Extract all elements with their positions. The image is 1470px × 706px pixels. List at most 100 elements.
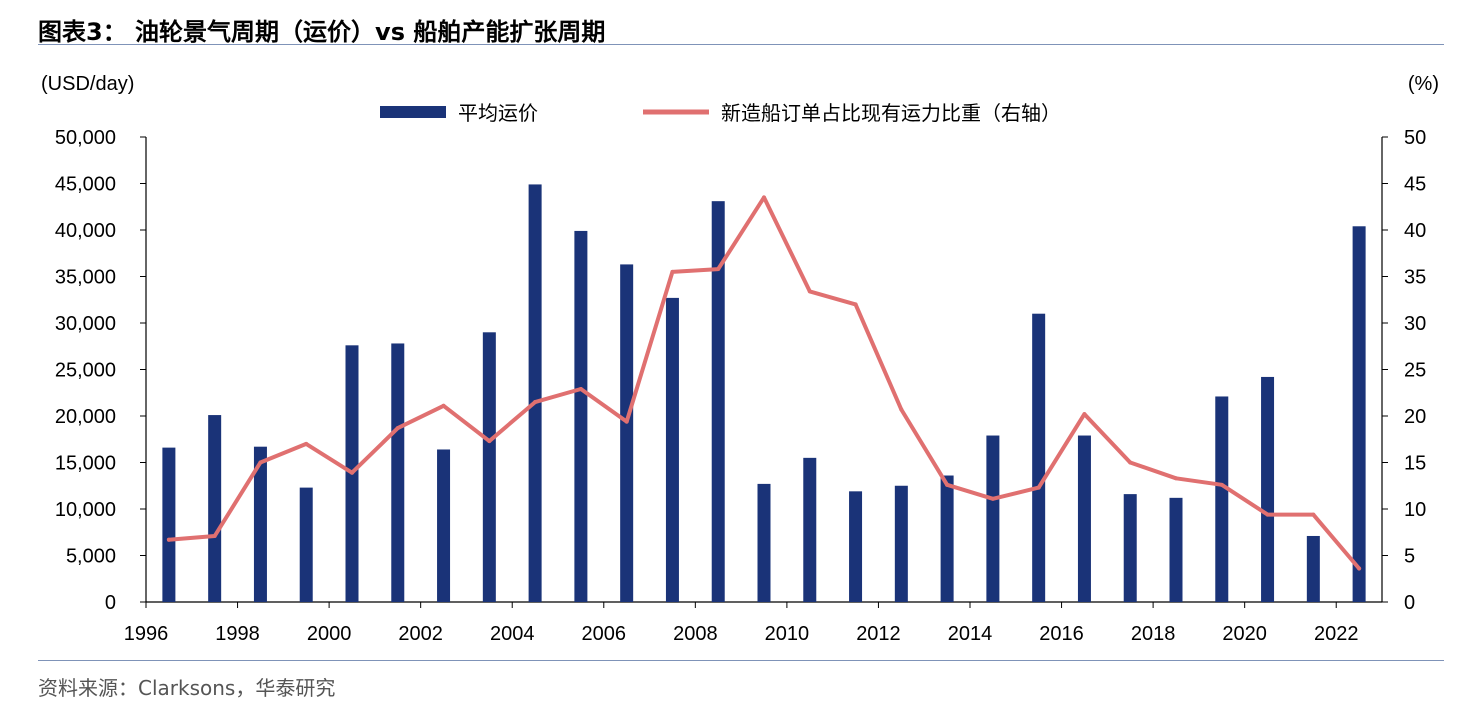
left-y-tick-label: 40,000 xyxy=(55,220,116,242)
left-y-tick-label: 30,000 xyxy=(55,313,116,335)
left-y-tick-label: 5,000 xyxy=(66,546,116,568)
bar-2016 xyxy=(1077,435,1091,602)
line-point-2013 xyxy=(945,482,950,487)
line-point-2015 xyxy=(1036,485,1041,490)
line-point-2003 xyxy=(487,439,492,444)
chart: (USD/day) (%) 平均运价 新造船订单占比现有运力比重（右轴） 0 0 5… xyxy=(41,73,1439,645)
left-y-tick-label: 0 xyxy=(105,592,116,614)
legend: 平均运价 新造船订单占比现有运力比重（右轴） xyxy=(380,101,1061,125)
bar-2005 xyxy=(574,230,588,602)
title-rule xyxy=(38,44,1444,45)
left-y-tick-label: 10,000 xyxy=(55,499,116,521)
x-tick-label: 2010 xyxy=(765,623,810,645)
bar-2014 xyxy=(986,435,1000,602)
x-tick-label: 2016 xyxy=(1039,623,1084,645)
right-y-tick-label: 10 xyxy=(1404,499,1426,521)
line-point-2000 xyxy=(350,470,354,475)
line-point-1998 xyxy=(258,460,263,465)
bar-2019 xyxy=(1215,396,1229,602)
line-point-2021 xyxy=(1311,512,1316,517)
x-tick-label: 2014 xyxy=(948,623,993,645)
figure-title: 图表3： 油轮景气周期（运价）vs 船舶产能扩张周期 xyxy=(38,18,606,46)
line-point-2004 xyxy=(533,400,538,405)
right-y-tick-label: 0 xyxy=(1404,592,1415,614)
line-point-2018 xyxy=(1174,476,1178,481)
legend-bar-label: 平均运价 xyxy=(458,101,538,125)
line-point-1996 xyxy=(166,537,171,542)
x-tick-label: 2000 xyxy=(307,623,352,645)
x-tick-label: 1998 xyxy=(215,623,260,645)
line-point-2014 xyxy=(990,496,995,501)
bar-2018 xyxy=(1169,497,1183,602)
right-y-tick-label: 45 xyxy=(1404,174,1426,196)
line-point-2007 xyxy=(670,269,675,274)
right-y-tick-label: 25 xyxy=(1404,360,1426,382)
line-point-2005 xyxy=(578,387,583,392)
line-point-2019 xyxy=(1219,482,1224,487)
right-axis-unit: (%) xyxy=(1408,73,1439,95)
line-point-2001 xyxy=(395,426,400,431)
legend-line-label: 新造船订单占比现有运力比重（右轴） xyxy=(721,101,1061,125)
bar-2015 xyxy=(1032,313,1046,602)
bar-2006 xyxy=(620,264,634,602)
line-point-1997 xyxy=(212,533,217,538)
line-point-2006 xyxy=(624,419,629,424)
bar-2009 xyxy=(757,483,771,602)
left-y-tick-label: 15,000 xyxy=(55,453,116,475)
bar-2013 xyxy=(940,475,954,602)
right-y-tick-label: 50 xyxy=(1404,127,1426,149)
bar-1999 xyxy=(299,487,313,602)
bar-2001 xyxy=(391,343,405,602)
x-tick-label: 2012 xyxy=(856,623,901,645)
line-point-1999 xyxy=(304,441,309,446)
left-y-tick-label: 20,000 xyxy=(55,406,116,428)
bar-2011 xyxy=(849,491,863,602)
bar-1997 xyxy=(208,415,222,602)
bar-2007 xyxy=(665,297,679,602)
right-y-tick-label: 30 xyxy=(1404,313,1426,335)
line-point-2010 xyxy=(807,289,812,294)
x-tick-label: 2018 xyxy=(1131,623,1176,645)
bar-2021 xyxy=(1306,535,1320,602)
x-tick-label: 2008 xyxy=(673,623,718,645)
line-point-2009 xyxy=(762,195,766,200)
right-y-tick-label: 35 xyxy=(1404,267,1426,289)
x-tick-label: 1996 xyxy=(124,623,169,645)
right-y-tick-label: 20 xyxy=(1404,406,1426,428)
line-point-2011 xyxy=(853,302,858,307)
x-tick-label: 2020 xyxy=(1222,623,1267,645)
line-point-2012 xyxy=(899,407,904,412)
line-point-2022 xyxy=(1357,566,1362,571)
left-y-tick-label: 50,000 xyxy=(55,127,116,149)
bar-2008 xyxy=(711,201,725,603)
line-point-2020 xyxy=(1265,512,1270,517)
line-series xyxy=(166,195,1362,571)
bar-1998 xyxy=(253,446,267,602)
bar-2002 xyxy=(437,449,451,602)
bar-2003 xyxy=(482,332,496,602)
tick-labels: 0 0 5,000 5 10,000 10 15,000 15 20,000 20 25,000 25… xyxy=(55,127,1426,645)
source-note: 资料来源：Clarksons，华泰研究 xyxy=(38,676,336,700)
right-y-tick-label: 40 xyxy=(1404,220,1426,242)
line-point-2008 xyxy=(716,267,721,272)
bar-2010 xyxy=(803,457,817,602)
line-point-2002 xyxy=(441,403,446,408)
x-tick-label: 2022 xyxy=(1314,623,1359,645)
x-tick-label: 2002 xyxy=(398,623,443,645)
bar-1996 xyxy=(162,447,176,602)
bar-2017 xyxy=(1123,494,1137,602)
left-y-tick-label: 35,000 xyxy=(55,267,116,289)
left-axis-unit: (USD/day) xyxy=(41,73,134,95)
bar-2022 xyxy=(1352,226,1366,602)
x-tick-label: 2006 xyxy=(582,623,627,645)
bar-2004 xyxy=(528,184,542,602)
source-rule xyxy=(38,660,1444,661)
left-y-tick-label: 45,000 xyxy=(55,174,116,196)
line-point-2017 xyxy=(1128,460,1133,465)
bar-2020 xyxy=(1261,376,1275,602)
left-y-tick-label: 25,000 xyxy=(55,360,116,382)
right-y-tick-label: 15 xyxy=(1404,453,1426,475)
line-point-2016 xyxy=(1082,412,1087,417)
right-y-tick-label: 5 xyxy=(1404,546,1415,568)
x-tick-label: 2004 xyxy=(490,623,535,645)
